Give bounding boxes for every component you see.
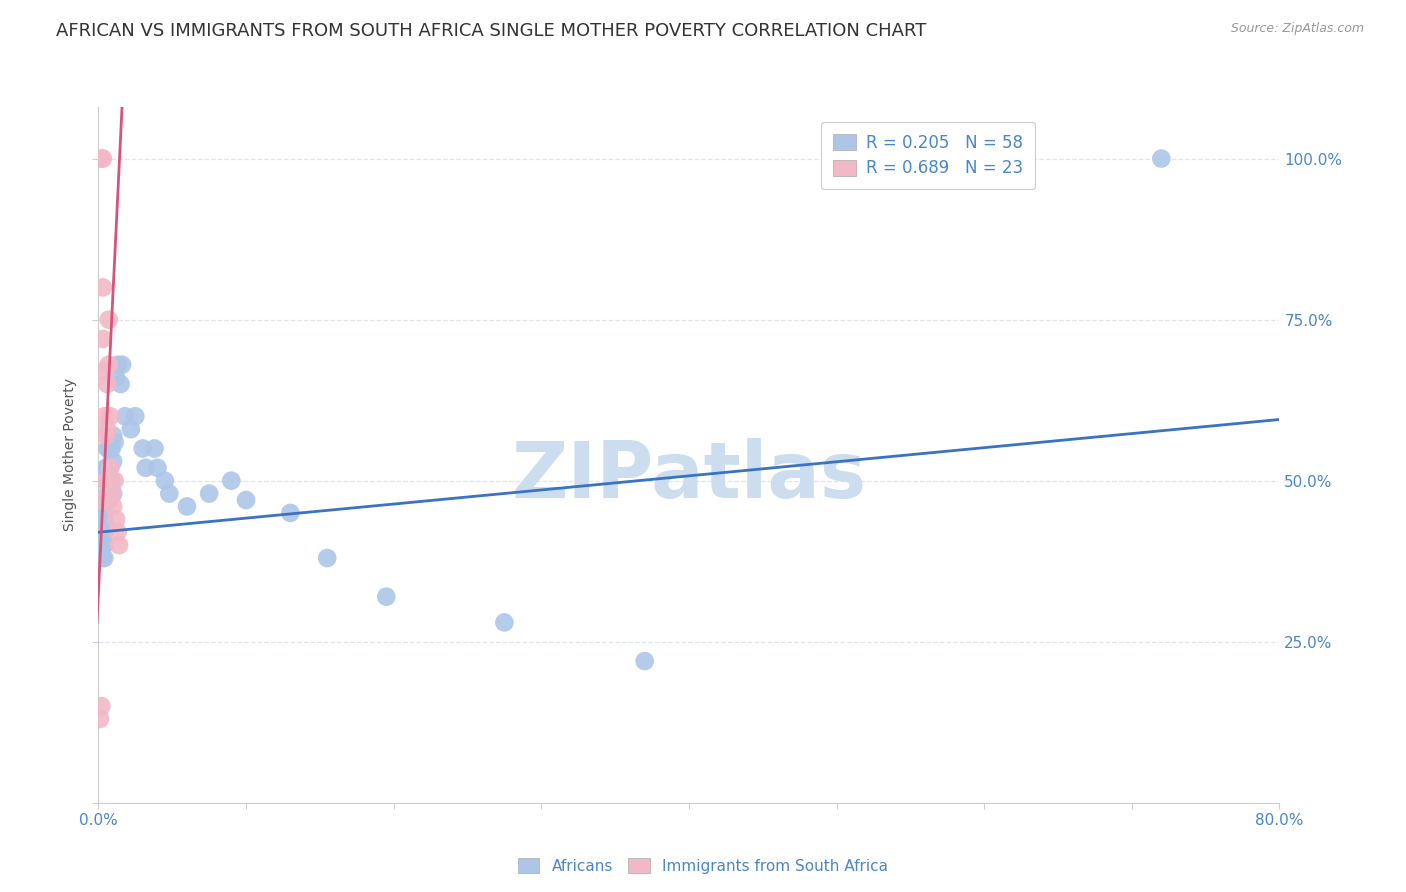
Point bbox=[132, 442, 155, 456]
Point bbox=[96, 377, 118, 392]
Point bbox=[124, 409, 146, 424]
Legend: Africans, Immigrants from South Africa: Africans, Immigrants from South Africa bbox=[512, 852, 894, 880]
Point bbox=[91, 538, 114, 552]
Point bbox=[91, 152, 114, 166]
Point bbox=[111, 358, 134, 372]
Legend: R = 0.205   N = 58, R = 0.689   N = 23: R = 0.205 N = 58, R = 0.689 N = 23 bbox=[821, 122, 1035, 189]
Point bbox=[90, 699, 112, 714]
Point bbox=[100, 486, 122, 500]
Point bbox=[91, 332, 114, 346]
Point bbox=[1150, 152, 1173, 166]
Point bbox=[97, 358, 120, 372]
Point bbox=[105, 370, 128, 384]
Text: Source: ZipAtlas.com: Source: ZipAtlas.com bbox=[1230, 22, 1364, 36]
Point bbox=[100, 474, 122, 488]
Point bbox=[93, 506, 115, 520]
Point bbox=[91, 512, 114, 526]
Point bbox=[1002, 152, 1025, 166]
Point bbox=[278, 506, 302, 520]
Point bbox=[98, 409, 121, 424]
Point bbox=[93, 538, 115, 552]
Point bbox=[93, 364, 115, 378]
Point bbox=[494, 615, 516, 630]
Point bbox=[103, 428, 125, 442]
Point bbox=[91, 532, 114, 546]
Point bbox=[96, 422, 118, 436]
Point bbox=[90, 512, 112, 526]
Point bbox=[98, 460, 121, 475]
Point bbox=[94, 518, 117, 533]
Point bbox=[198, 486, 221, 500]
Point bbox=[120, 422, 142, 436]
Point bbox=[94, 460, 117, 475]
Point bbox=[90, 493, 112, 508]
Point bbox=[89, 712, 111, 726]
Point bbox=[90, 532, 112, 546]
Point bbox=[97, 460, 120, 475]
Point bbox=[108, 538, 131, 552]
Point bbox=[90, 518, 112, 533]
Point bbox=[235, 493, 257, 508]
Text: AFRICAN VS IMMIGRANTS FROM SOUTH AFRICA SINGLE MOTHER POVERTY CORRELATION CHART: AFRICAN VS IMMIGRANTS FROM SOUTH AFRICA … bbox=[56, 22, 927, 40]
Point bbox=[93, 409, 115, 424]
Point bbox=[316, 551, 339, 566]
Point bbox=[97, 442, 120, 456]
Point bbox=[93, 518, 115, 533]
Point bbox=[93, 525, 115, 540]
Point bbox=[633, 654, 655, 668]
Point bbox=[91, 518, 114, 533]
Point bbox=[103, 454, 125, 468]
Point bbox=[93, 512, 115, 526]
Point bbox=[96, 442, 118, 456]
Point bbox=[93, 551, 115, 566]
Point bbox=[157, 486, 180, 500]
Point bbox=[105, 512, 128, 526]
Point bbox=[91, 538, 114, 552]
Point bbox=[146, 460, 169, 475]
Text: ZIPatlas: ZIPatlas bbox=[512, 438, 866, 514]
Point bbox=[98, 435, 121, 450]
Point bbox=[96, 486, 118, 500]
Point bbox=[97, 493, 120, 508]
Point bbox=[107, 358, 129, 372]
Point bbox=[90, 525, 112, 540]
Point bbox=[100, 442, 122, 456]
Point bbox=[114, 409, 136, 424]
Point bbox=[103, 500, 125, 514]
Point bbox=[143, 442, 166, 456]
Point bbox=[98, 460, 121, 475]
Point bbox=[107, 525, 129, 540]
Point bbox=[219, 474, 242, 488]
Point bbox=[135, 460, 157, 475]
Point bbox=[94, 493, 117, 508]
Point bbox=[375, 590, 398, 604]
Point bbox=[104, 435, 127, 450]
Point bbox=[110, 377, 132, 392]
Point bbox=[91, 280, 114, 294]
Point bbox=[96, 460, 118, 475]
Point bbox=[97, 312, 120, 326]
Point bbox=[91, 551, 114, 566]
Point bbox=[94, 474, 117, 488]
Y-axis label: Single Mother Poverty: Single Mother Poverty bbox=[63, 378, 77, 532]
Point bbox=[153, 474, 176, 488]
Point bbox=[94, 428, 117, 442]
Point bbox=[94, 474, 117, 488]
Point bbox=[90, 152, 112, 166]
Point bbox=[176, 500, 198, 514]
Point bbox=[104, 474, 127, 488]
Point bbox=[103, 486, 125, 500]
